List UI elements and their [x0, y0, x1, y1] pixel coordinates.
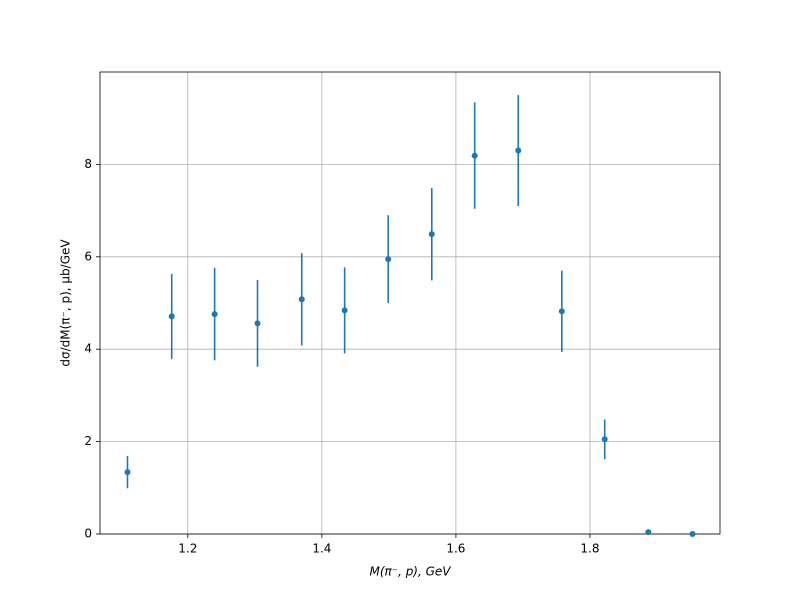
- point: [385, 256, 392, 263]
- y-tick-label: 6: [84, 249, 92, 263]
- x-tick-label: 1.6: [446, 542, 465, 556]
- y-tick-label: 8: [84, 157, 92, 171]
- point: [168, 313, 175, 320]
- x-axis-label: M(π⁻, p), GeV: [369, 565, 451, 579]
- point: [211, 311, 218, 318]
- point: [254, 320, 261, 327]
- plot-frame: [99, 71, 721, 535]
- y-tick-label: 2: [84, 434, 92, 448]
- x-tick-label: 1.4: [312, 542, 331, 556]
- point: [298, 296, 305, 303]
- point: [515, 147, 522, 154]
- point: [689, 531, 696, 537]
- point: [601, 436, 608, 443]
- point: [341, 307, 348, 314]
- point: [471, 152, 478, 159]
- point: [428, 231, 435, 238]
- y-tick-label: 0: [84, 527, 92, 541]
- point: [124, 469, 131, 476]
- point: [558, 308, 565, 315]
- x-tick-label: 1.8: [580, 542, 599, 556]
- x-tick-label: 1.2: [178, 542, 197, 556]
- y-tick-label: 4: [84, 342, 92, 356]
- y-axis-label: dσ/dM(π⁻, p), μb/GeV: [59, 239, 73, 367]
- point: [645, 529, 652, 536]
